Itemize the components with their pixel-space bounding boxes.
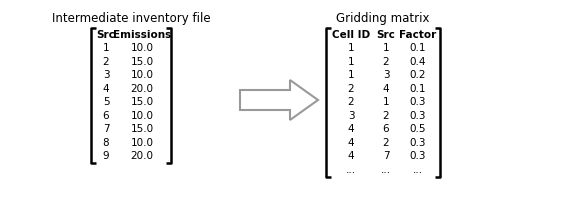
Text: 2: 2 <box>383 57 389 67</box>
Text: Src: Src <box>97 30 116 40</box>
Text: 0.5: 0.5 <box>410 124 426 134</box>
Text: 2: 2 <box>383 138 389 148</box>
Text: Intermediate inventory file: Intermediate inventory file <box>52 12 210 25</box>
Text: 2: 2 <box>348 97 355 107</box>
Text: 20.0: 20.0 <box>130 151 153 161</box>
Polygon shape <box>240 80 318 120</box>
Text: 5: 5 <box>103 97 109 107</box>
Text: Emissions: Emissions <box>113 30 171 40</box>
Text: 4: 4 <box>348 138 355 148</box>
Text: 1: 1 <box>383 97 389 107</box>
Text: 1: 1 <box>383 43 389 53</box>
Text: 2: 2 <box>348 84 355 94</box>
Text: 15.0: 15.0 <box>130 124 154 134</box>
Text: 10.0: 10.0 <box>130 43 153 53</box>
Text: 0.1: 0.1 <box>410 43 426 53</box>
Text: ...: ... <box>346 165 356 175</box>
Text: 2: 2 <box>103 57 109 67</box>
Text: 15.0: 15.0 <box>130 97 154 107</box>
Text: Src: Src <box>377 30 396 40</box>
Text: ...: ... <box>381 165 391 175</box>
Text: 6: 6 <box>383 124 389 134</box>
Text: 10.0: 10.0 <box>130 138 153 148</box>
Text: 1: 1 <box>348 43 355 53</box>
Text: 4: 4 <box>348 151 355 161</box>
Text: 0.1: 0.1 <box>410 84 426 94</box>
Text: Gridding matrix: Gridding matrix <box>336 12 430 25</box>
Text: 15.0: 15.0 <box>130 57 154 67</box>
Text: 0.4: 0.4 <box>410 57 426 67</box>
Text: 4: 4 <box>348 124 355 134</box>
Text: 0.3: 0.3 <box>410 138 426 148</box>
Text: 4: 4 <box>383 84 389 94</box>
Text: 7: 7 <box>383 151 389 161</box>
Text: 1: 1 <box>348 70 355 80</box>
Text: ...: ... <box>413 165 423 175</box>
Text: 2: 2 <box>383 111 389 121</box>
Text: 8: 8 <box>103 138 109 148</box>
Text: 3: 3 <box>348 111 355 121</box>
Text: Factor: Factor <box>399 30 437 40</box>
Text: 6: 6 <box>103 111 109 121</box>
Text: 0.3: 0.3 <box>410 97 426 107</box>
Text: 3: 3 <box>383 70 389 80</box>
Text: 0.2: 0.2 <box>410 70 426 80</box>
Text: 0.3: 0.3 <box>410 111 426 121</box>
Text: 10.0: 10.0 <box>130 70 153 80</box>
Text: 10.0: 10.0 <box>130 111 153 121</box>
Text: 0.3: 0.3 <box>410 151 426 161</box>
Text: 9: 9 <box>103 151 109 161</box>
Text: 4: 4 <box>103 84 109 94</box>
Text: 20.0: 20.0 <box>130 84 153 94</box>
Text: 1: 1 <box>103 43 109 53</box>
Text: 1: 1 <box>348 57 355 67</box>
Text: 7: 7 <box>103 124 109 134</box>
Text: Cell ID: Cell ID <box>332 30 370 40</box>
Text: 3: 3 <box>103 70 109 80</box>
